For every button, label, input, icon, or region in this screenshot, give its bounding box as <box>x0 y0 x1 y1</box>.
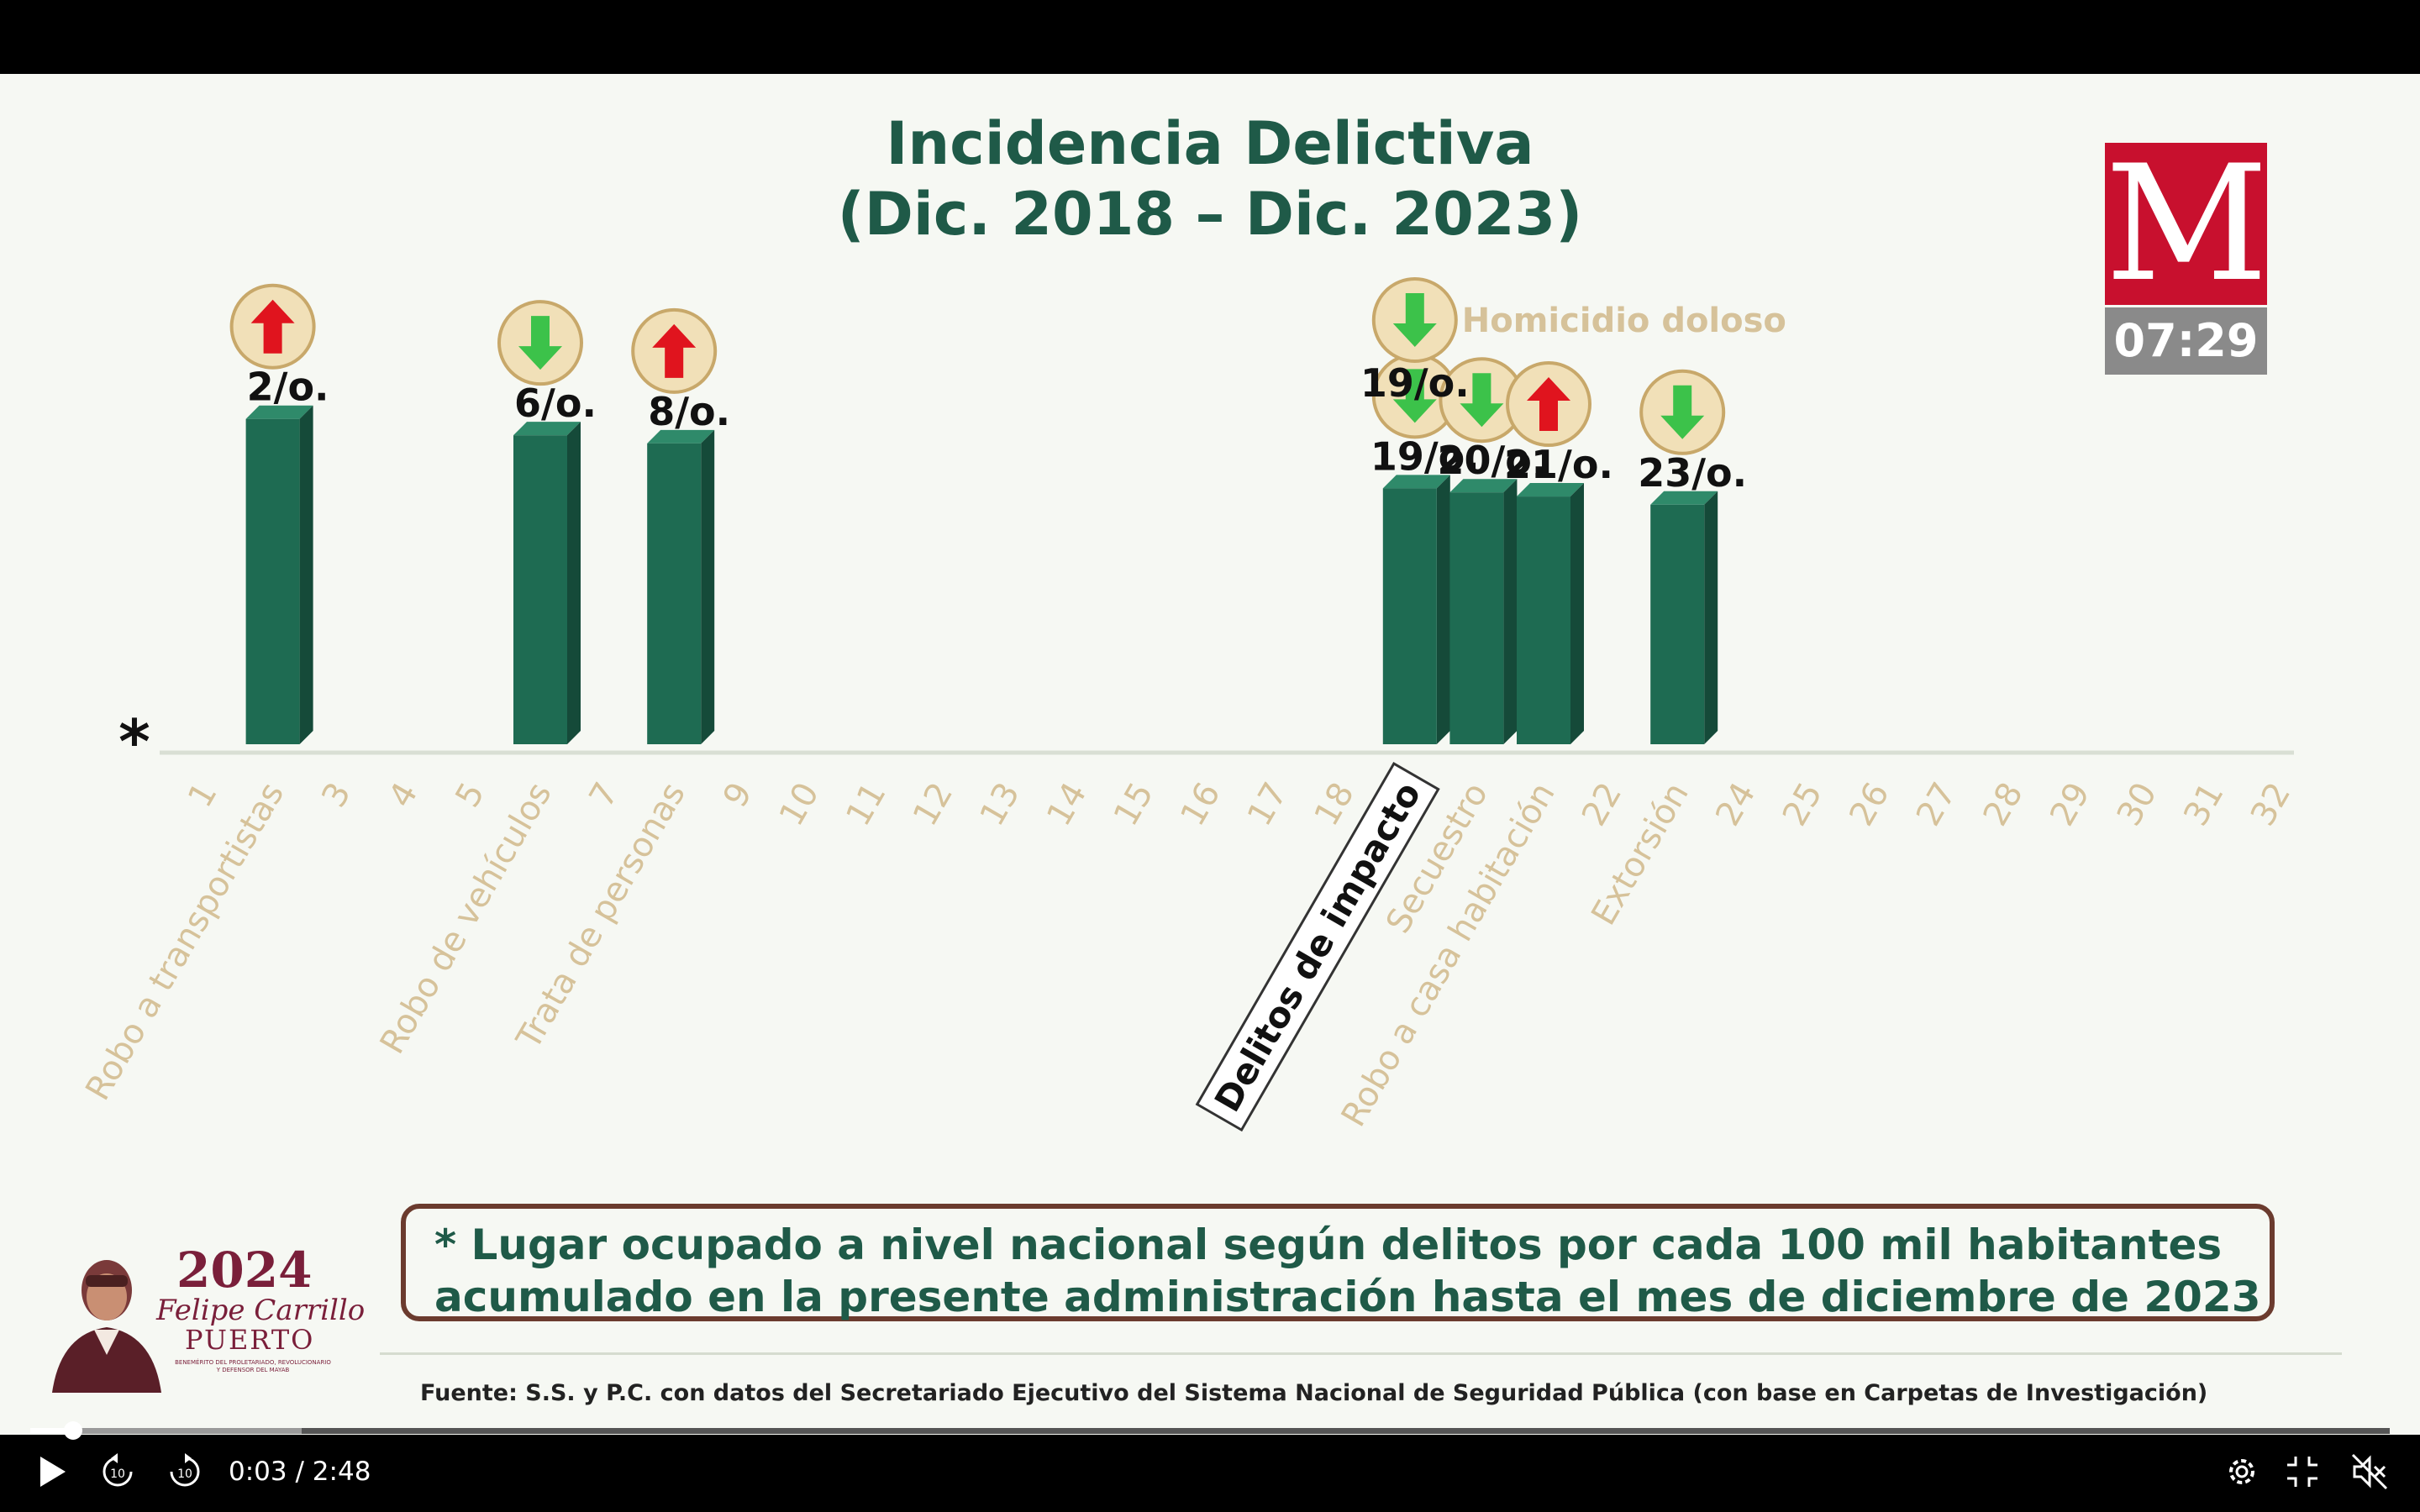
x-tick-label: 29 <box>2043 776 2097 832</box>
forward-10-icon[interactable]: 10 <box>165 1452 205 1492</box>
bar-top <box>1517 483 1584 497</box>
bar-side <box>701 429 715 744</box>
x-tick-label: 5 <box>448 776 492 814</box>
time-separator: / <box>295 1457 304 1487</box>
x-tick-label: 3 <box>314 776 359 814</box>
x-tick-label: 26 <box>1842 776 1897 832</box>
bar-side <box>567 422 581 744</box>
logo-name-2: PUERTO <box>185 1324 315 1356</box>
footnote-line-1: * Lugar ocupado a nivel nacional según d… <box>434 1221 2223 1269</box>
duration: 2:48 <box>312 1457 371 1487</box>
bar-top <box>647 429 715 444</box>
x-tick-label: 4 <box>381 776 426 814</box>
trend-up-icon <box>631 307 718 394</box>
broadcaster-clock: 07:29 <box>2105 307 2267 375</box>
x-tick-label: 11 <box>839 776 893 832</box>
bar <box>513 435 567 744</box>
x-tick-label: 10 <box>772 776 827 832</box>
bar-side <box>1570 483 1584 744</box>
footnote-line-2: acumulado en la presente administración … <box>434 1273 2261 1321</box>
x-tick-label: 22 <box>1575 776 1629 832</box>
x-tick-label: 9 <box>716 776 760 814</box>
x-tick-label: 28 <box>1976 776 2031 832</box>
data-label: 2/o. <box>247 365 329 410</box>
x-tick-label: 15 <box>1107 776 1161 832</box>
bar <box>1517 496 1570 744</box>
settings-icon[interactable] <box>2222 1452 2262 1492</box>
x-tick-label: 32 <box>2244 776 2298 832</box>
x-tick-label: 25 <box>1776 776 1830 832</box>
x-tick-label: 18 <box>1307 776 1362 832</box>
baseline-marker: * <box>118 706 150 777</box>
time-display: 0:03 / 2:48 <box>229 1457 371 1487</box>
player-controls <box>0 1435 2420 1512</box>
bar-top <box>245 405 313 419</box>
x-tick-label: 31 <box>2176 776 2231 832</box>
chart-title: Incidencia Delictiva <box>886 109 1534 178</box>
trend-down-icon <box>497 300 583 386</box>
bar-side <box>1704 491 1718 744</box>
progress-bar[interactable] <box>30 1421 2390 1440</box>
portrait-icon <box>52 1260 161 1393</box>
x-tick-label: 12 <box>906 776 960 832</box>
bar <box>647 443 702 744</box>
bar-side <box>1436 475 1450 744</box>
x-tick-label: 17 <box>1240 776 1295 832</box>
data-label: 19/o. <box>1370 433 1480 479</box>
x-tick-label: 13 <box>973 776 1028 832</box>
x-tick-label: 14 <box>1039 776 1094 832</box>
x-tick-label: 24 <box>1708 776 1763 832</box>
annotation-label: Homicidio doloso <box>1462 302 1786 340</box>
broadcaster-logo: M <box>2105 131 2269 317</box>
trend-up-icon <box>1506 361 1591 448</box>
divider <box>380 1352 2342 1355</box>
current-time: 0:03 <box>229 1457 287 1487</box>
bar-top <box>1449 479 1518 493</box>
bar <box>245 418 300 744</box>
x-tick-label-box <box>1195 762 1440 1132</box>
scrubber-handle[interactable] <box>63 1421 82 1440</box>
played-bar <box>30 1428 73 1434</box>
data-label: 23/o. <box>1638 450 1747 496</box>
logo-year: 2024 <box>176 1242 313 1299</box>
exit-fullscreen-icon[interactable] <box>2282 1452 2323 1492</box>
trend-down-icon <box>1371 277 1458 363</box>
bar-top <box>513 422 581 436</box>
logo-subtitle: BENEMÉRITO DEL PROLETARIADO, REVOLUCIONA… <box>175 1359 331 1373</box>
chart-subtitle: (Dic. 2018 – Dic. 2023) <box>837 180 1583 249</box>
logo-name: Felipe Carrillo <box>156 1294 366 1327</box>
bar <box>1650 504 1705 744</box>
campaign-logo: 2024 Felipe Carrillo PUERTO BENEMÉRITO D… <box>44 1242 365 1393</box>
source-text: Fuente: S.S. y P.C. con datos del Secret… <box>420 1380 2208 1406</box>
play-icon[interactable] <box>34 1452 71 1492</box>
svg-text:10: 10 <box>110 1467 125 1481</box>
x-tick-label: 30 <box>2110 776 2165 832</box>
x-tick-label: 7 <box>582 776 627 814</box>
x-tick-label: 27 <box>1909 776 1964 832</box>
footnote-box: * Lugar ocupado a nivel nacional según d… <box>401 1204 2275 1321</box>
data-label: 21/o. <box>1504 442 1613 487</box>
bar-side <box>1503 479 1518 744</box>
bar-side <box>299 405 313 744</box>
video-frame[interactable]: Incidencia Delictiva (Dic. 2018 – Dic. 2… <box>0 74 2420 1435</box>
data-label: 8/o. <box>648 389 730 434</box>
bar-top <box>1382 475 1450 489</box>
data-label: 6/o. <box>514 381 597 426</box>
buffered-bar <box>30 1428 302 1434</box>
trend-up-icon <box>229 283 316 370</box>
x-tick-label: 16 <box>1173 776 1228 832</box>
trend-down-icon <box>1639 369 1726 455</box>
bar-top <box>1650 491 1718 505</box>
x-tick-label: Robo a transportistas <box>78 776 292 1107</box>
data-label: 20/o. <box>1437 438 1546 483</box>
svg-text:10: 10 <box>177 1467 192 1481</box>
x-tick-label: 1 <box>181 776 225 814</box>
rewind-10-icon[interactable]: 10 <box>97 1452 138 1492</box>
bar <box>1382 488 1437 744</box>
annotation-value: 19/o. <box>1360 360 1470 406</box>
muted-icon[interactable] <box>2349 1452 2390 1492</box>
bar <box>1449 492 1504 744</box>
